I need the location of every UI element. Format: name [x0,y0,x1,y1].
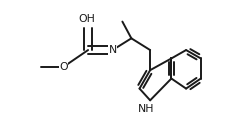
Text: O: O [59,62,68,72]
Text: NH: NH [138,105,154,114]
Text: OH: OH [78,14,95,24]
Text: N: N [108,45,117,55]
